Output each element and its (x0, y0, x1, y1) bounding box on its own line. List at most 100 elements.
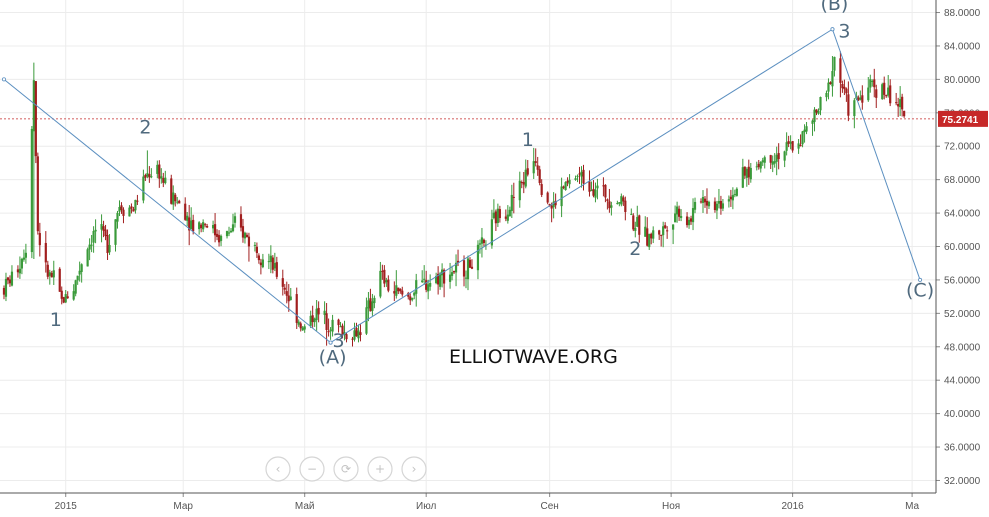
candle (371, 293, 374, 316)
nav-button-circle[interactable] (265, 456, 291, 482)
candle (498, 205, 501, 223)
candle-body (144, 175, 147, 178)
candle-body (592, 188, 595, 196)
candle-body (701, 196, 705, 203)
candle (186, 211, 189, 227)
candle (608, 188, 611, 213)
candle (827, 78, 830, 100)
scroll-right-button[interactable]: › (401, 456, 427, 482)
candle (464, 270, 468, 289)
wave-anchor[interactable] (328, 340, 333, 345)
zoom-out-button[interactable]: − (299, 456, 325, 482)
candle-body (813, 109, 816, 122)
candle (801, 130, 804, 148)
nav-button-icon: ‹ (276, 462, 281, 476)
candle (624, 196, 627, 221)
x-tick-label: Ноя (662, 501, 680, 512)
candle-body (289, 296, 292, 301)
candle-body (102, 226, 105, 231)
wave-line[interactable] (330, 28, 833, 344)
candle (287, 284, 290, 312)
wave-label: (C) (906, 280, 934, 302)
candle-body (32, 80, 35, 132)
candle-body (253, 244, 257, 246)
candle-body (331, 319, 334, 332)
scroll-left-button[interactable]: ‹ (265, 456, 291, 482)
candle (50, 270, 53, 278)
candle-body (373, 297, 376, 304)
candle (32, 62, 35, 260)
candle-body (423, 278, 426, 280)
wave-anchor[interactable] (830, 27, 835, 32)
candle-body (257, 255, 260, 261)
candle (267, 253, 270, 270)
candle-body (104, 229, 107, 237)
candle-body (188, 217, 191, 231)
candle (2, 285, 6, 300)
wave-line[interactable] (831, 29, 921, 281)
nav-button-circle[interactable] (401, 456, 427, 482)
candle-body (118, 206, 121, 212)
candle (679, 209, 683, 222)
candle (839, 51, 842, 98)
current-price-marker: 75.2741 (938, 110, 988, 127)
candle-body (801, 131, 804, 145)
candle (895, 92, 898, 106)
zoom-in-button[interactable]: + (367, 456, 393, 482)
grid (0, 0, 936, 493)
candle-body (490, 219, 493, 246)
candle-body (899, 99, 902, 108)
candle (401, 286, 404, 297)
candle-body (297, 321, 300, 325)
candle-body (650, 233, 653, 239)
candle (476, 240, 480, 280)
candle (620, 193, 623, 207)
candle (285, 281, 288, 304)
candle-body (178, 200, 181, 204)
candle (566, 177, 569, 187)
candle (36, 152, 39, 235)
candle-body (735, 188, 738, 196)
candle-body (148, 174, 151, 178)
candle (811, 119, 814, 136)
reset-button[interactable]: ⟳ (333, 456, 359, 482)
candle-body (4, 278, 8, 297)
wave-line[interactable] (3, 78, 331, 343)
candle (480, 227, 484, 258)
nav-button-icon: + (375, 462, 385, 476)
candle (146, 150, 149, 179)
candle-body (676, 206, 679, 215)
candle-body (839, 58, 842, 83)
candle-body (468, 259, 472, 268)
candle-body (508, 209, 511, 217)
nav-button-circle[interactable] (367, 456, 393, 482)
candle (847, 81, 850, 122)
candle-body (170, 178, 173, 204)
nav-button-circle[interactable] (333, 456, 359, 482)
candle-body (94, 229, 97, 232)
y-tick-label: 84.0000 (944, 41, 981, 52)
candle-body (805, 126, 808, 132)
candle-body (498, 209, 501, 219)
wave-anchor[interactable] (918, 277, 923, 282)
candle-body (243, 232, 247, 239)
candle (524, 159, 527, 189)
candle-body (299, 323, 302, 329)
candle-body (369, 298, 372, 312)
candle (454, 254, 458, 287)
candle (303, 324, 306, 333)
candle (80, 263, 83, 283)
nav-button-circle[interactable] (299, 456, 325, 482)
candle (72, 284, 75, 301)
candle-body (773, 161, 776, 164)
candle-body (415, 280, 418, 294)
candle (120, 202, 123, 214)
wave-anchor[interactable] (1, 77, 6, 82)
candle-body (34, 81, 37, 157)
candle (861, 85, 864, 110)
candle-body (847, 94, 850, 116)
candle (869, 74, 872, 93)
candle (805, 121, 808, 135)
